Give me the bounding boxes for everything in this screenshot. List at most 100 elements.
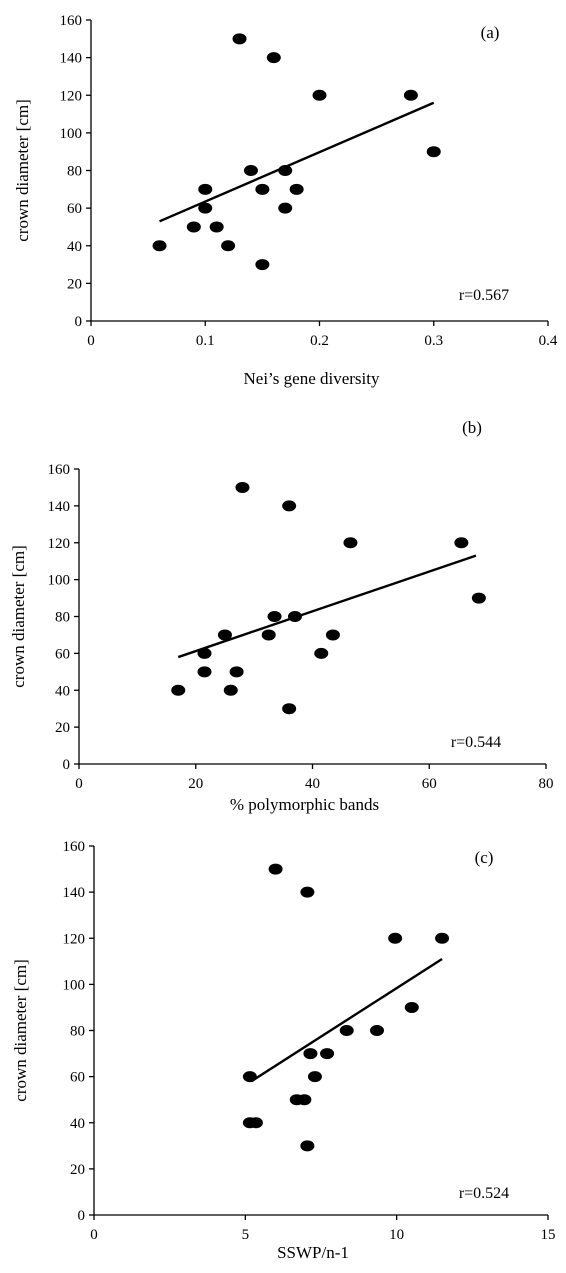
x-tick-label: 40: [305, 776, 320, 792]
x-tick-label: 0: [90, 1227, 98, 1243]
y-tick-label: 40: [55, 683, 70, 699]
y-tick-label: 140: [48, 499, 71, 515]
data-point: [320, 1048, 335, 1060]
x-axis-label: SSWP/n-1: [277, 1243, 349, 1262]
y-axis-label: crown diameter [cm]: [9, 545, 28, 688]
data-point: [300, 886, 315, 898]
data-point: [454, 537, 469, 549]
chart-panel-b: 0 20 40 60 80 100 120 140 160 0 20 40 60 80 % polymorp…: [9, 418, 554, 814]
data-point: [403, 89, 418, 101]
data-point: [339, 1025, 354, 1036]
x-tick-label: 0.2: [310, 333, 329, 349]
data-point: [248, 1117, 263, 1129]
y-tick-label: 140: [63, 885, 86, 901]
data-point: [268, 863, 283, 875]
correlation-label: r=0.567: [459, 287, 509, 304]
data-point: [369, 1025, 384, 1036]
data-point: [435, 932, 450, 944]
y-tick-label: 80: [70, 1024, 85, 1040]
y-tick-label: 160: [63, 839, 86, 855]
trend-line: [177, 554, 477, 659]
y-tick-label: 60: [67, 201, 82, 217]
x-tick-label: 20: [188, 776, 203, 792]
x-tick-label: 0: [87, 333, 95, 349]
data-point: [343, 537, 358, 549]
data-point: [426, 146, 441, 158]
data-point: [297, 1094, 312, 1106]
data-point: [325, 629, 340, 641]
x-tick-label: 60: [422, 776, 437, 792]
trend-line: [159, 101, 435, 223]
x-tick-label: 80: [539, 776, 554, 792]
y-tick-label: 0: [75, 314, 83, 330]
data-point: [217, 629, 232, 641]
y-tick-label: 100: [48, 573, 71, 589]
data-point: [186, 221, 201, 233]
y-tick-label: 120: [48, 536, 71, 552]
data-point: [197, 666, 212, 678]
data-point: [197, 647, 212, 659]
data-point: [267, 611, 282, 622]
y-tick-label: 100: [63, 977, 86, 993]
data-point: [282, 703, 297, 715]
data-point: [278, 165, 293, 176]
data-point: [388, 932, 403, 944]
data-point: [307, 1071, 322, 1083]
x-tick-label: 0.3: [424, 333, 443, 349]
data-point: [198, 183, 213, 195]
correlation-label: r=0.544: [451, 734, 501, 751]
y-tick-label: 120: [63, 931, 86, 947]
y-tick-label: 40: [70, 1116, 85, 1132]
panel-label: (a): [481, 23, 500, 42]
trend-line: [250, 957, 443, 1083]
data-point: [314, 647, 329, 659]
y-tick-label: 20: [70, 1162, 85, 1178]
data-point: [287, 611, 302, 622]
data-point: [278, 202, 293, 214]
data-point: [152, 240, 167, 252]
chart-panel-c: 0 20 40 60 80 100 120 140 160 0 5 10 15 SSWP/n-1 crown…: [11, 839, 556, 1262]
data-point: [229, 666, 244, 678]
y-tick-label: 40: [67, 239, 82, 255]
x-axis-label: % polymorphic bands: [230, 795, 379, 814]
data-point: [223, 684, 238, 696]
x-tick-label: 5: [242, 1227, 250, 1243]
data-point: [404, 1001, 419, 1013]
y-tick-label: 160: [48, 462, 71, 478]
data-point: [232, 33, 247, 45]
y-tick-label: 140: [60, 51, 83, 67]
data-point: [171, 684, 186, 696]
x-tick-label: 15: [541, 1227, 556, 1243]
y-tick-label: 100: [60, 126, 83, 142]
data-point: [198, 202, 213, 214]
y-tick-label: 60: [55, 646, 70, 662]
x-tick-label: 0.1: [196, 333, 215, 349]
panel-label: (c): [475, 848, 494, 867]
data-point: [282, 500, 297, 512]
data-point: [303, 1048, 318, 1060]
x-tick-label: 10: [389, 1227, 404, 1243]
y-tick-label: 0: [63, 757, 71, 773]
data-point: [221, 240, 236, 252]
panel-label: (b): [462, 418, 482, 437]
data-point: [261, 629, 276, 641]
data-point: [312, 89, 327, 101]
data-point: [243, 165, 258, 176]
data-point: [209, 221, 224, 233]
data-point: [255, 259, 270, 271]
x-tick-label: 0: [75, 776, 83, 792]
y-tick-label: 120: [60, 88, 83, 104]
chart-panel-a: 0 20 40 60 80 100 120 140 160 0 0.1 0.2 0.3 0.4 Nei’s …: [13, 13, 558, 388]
y-tick-label: 80: [67, 164, 82, 180]
data-point: [266, 52, 281, 64]
y-tick-label: 20: [55, 720, 70, 736]
y-tick-label: 60: [70, 1070, 85, 1086]
x-tick-label: 0.4: [539, 333, 558, 349]
y-tick-label: 80: [55, 610, 70, 626]
data-point: [242, 1071, 257, 1083]
data-point: [255, 183, 270, 195]
y-tick-label: 0: [78, 1208, 86, 1224]
data-point: [300, 1140, 315, 1152]
correlation-label: r=0.524: [459, 1185, 509, 1202]
